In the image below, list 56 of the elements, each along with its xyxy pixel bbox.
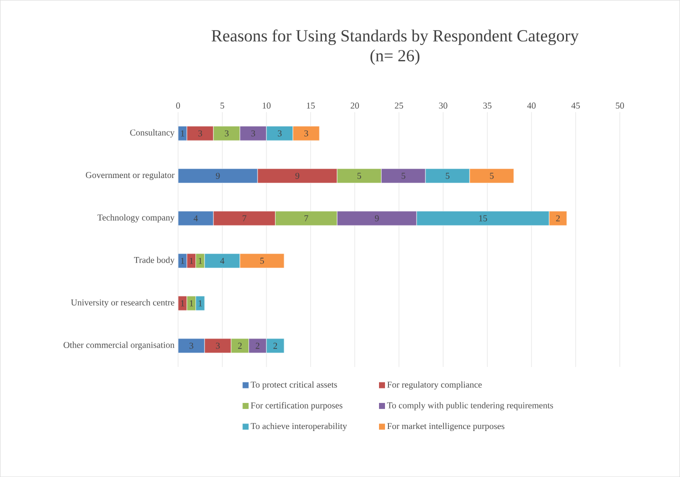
data-label: 1 xyxy=(198,258,202,264)
data-label: 1 xyxy=(181,130,184,136)
data-label: 3 xyxy=(216,342,220,349)
legend-label: To comply with public tendering requirements xyxy=(387,402,554,410)
data-label: 9 xyxy=(295,172,300,179)
y-tick-label: University or research centre xyxy=(71,299,174,308)
y-tick-label: Trade body xyxy=(134,256,175,265)
data-label: 2 xyxy=(256,342,260,349)
x-tick-label: 45 xyxy=(571,102,580,109)
legend-label: To protect critical assets xyxy=(250,381,338,390)
y-tick-label: Government or regulator xyxy=(86,172,175,180)
data-label: 3 xyxy=(190,342,194,349)
data-label: 9 xyxy=(374,215,379,222)
x-tick-label: 35 xyxy=(483,102,492,109)
legend-label: For regulatory compliance xyxy=(387,381,482,390)
x-tick-label: 10 xyxy=(262,102,271,109)
data-label: 3 xyxy=(198,130,202,136)
data-label: 2 xyxy=(238,342,242,349)
x-tick-label: 0 xyxy=(176,102,180,109)
data-label: 1 xyxy=(181,300,184,306)
data-label: 2 xyxy=(556,215,560,222)
chart-title: Reasons for Using Standards by Respondent Category xyxy=(212,29,579,45)
data-label: 1 xyxy=(190,300,194,306)
y-tick-label: Consultancy xyxy=(130,129,175,138)
data-label: 7 xyxy=(304,215,308,222)
data-label: 3 xyxy=(278,130,282,136)
data-label: 4 xyxy=(220,258,224,264)
legend-label: For certification purposes xyxy=(250,402,342,410)
data-label: 1 xyxy=(190,258,194,264)
data-label: 5 xyxy=(490,172,494,179)
data-label: 3 xyxy=(224,130,229,136)
data-label: 4 xyxy=(194,215,198,222)
data-label: 9 xyxy=(216,172,220,179)
data-label: 1 xyxy=(198,300,202,306)
data-label: 3 xyxy=(251,130,256,136)
data-label: 15 xyxy=(479,215,488,222)
data-label: 5 xyxy=(357,172,362,179)
legend-label: For market intelligence purposes xyxy=(387,422,504,431)
y-tick-label: Other commercial organisation xyxy=(64,342,174,350)
x-tick-label: 25 xyxy=(394,102,404,109)
x-tick-label: 40 xyxy=(527,102,536,109)
x-tick-label: 5 xyxy=(220,102,224,109)
chart-subtitle: (n= 26) xyxy=(370,49,420,65)
y-tick-label: Technology company xyxy=(97,214,175,222)
legend-label: To achieve interoperability xyxy=(250,422,348,431)
x-tick-label: 20 xyxy=(350,102,359,109)
data-label: 2 xyxy=(273,342,278,349)
data-label: 5 xyxy=(402,172,406,179)
data-label: 3 xyxy=(304,130,308,136)
data-label: 1 xyxy=(181,258,184,264)
x-tick-label: 50 xyxy=(616,102,624,109)
data-label: 5 xyxy=(260,258,264,264)
x-tick-label: 15 xyxy=(306,102,315,109)
data-label: 7 xyxy=(242,215,246,222)
data-label: 5 xyxy=(446,172,450,179)
x-tick-label: 30 xyxy=(439,102,448,109)
